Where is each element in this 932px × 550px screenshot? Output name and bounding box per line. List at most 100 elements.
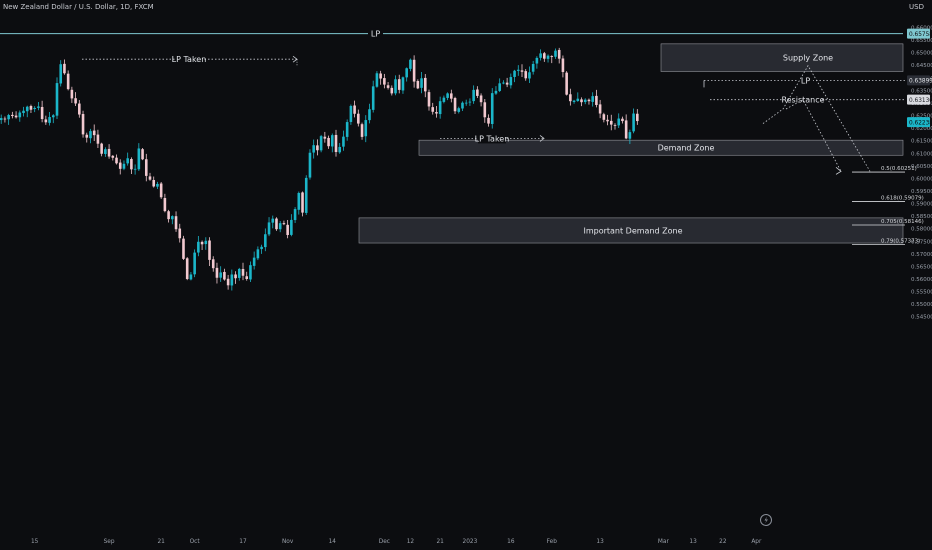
candle <box>208 237 211 266</box>
candle-body <box>502 82 505 84</box>
candle <box>531 60 535 75</box>
time-tick-label: Feb <box>547 539 558 545</box>
candle <box>357 109 360 127</box>
candle <box>330 133 334 153</box>
candle-body <box>48 117 51 123</box>
candle <box>624 114 628 140</box>
candle <box>185 257 189 281</box>
candle <box>379 70 382 85</box>
candle <box>171 215 174 225</box>
candle <box>621 116 624 124</box>
time-tick-label: Nov <box>282 539 294 545</box>
candle <box>11 111 14 119</box>
candle <box>85 132 89 143</box>
candle-body <box>104 149 107 154</box>
candle-body <box>412 59 416 82</box>
candle <box>96 129 100 148</box>
candle-body <box>316 145 319 151</box>
candle-body <box>25 106 29 112</box>
time-tick-label: Oct <box>190 539 201 545</box>
candle <box>632 108 635 134</box>
candle <box>301 191 304 217</box>
candle <box>282 220 286 226</box>
candle <box>241 262 245 281</box>
candle-body <box>602 114 606 120</box>
candle <box>70 86 74 103</box>
candle-body <box>632 113 635 132</box>
fib-level-label: 0.705(0.58146) <box>881 219 924 225</box>
candle <box>37 101 40 111</box>
candle-body <box>520 70 524 72</box>
candle-body <box>368 109 371 121</box>
candle-body <box>100 143 103 154</box>
candle-body <box>55 83 59 116</box>
candle <box>453 96 457 114</box>
candle-body <box>628 132 632 139</box>
time-tick-label: Apr <box>751 539 762 545</box>
candle <box>409 58 412 72</box>
price-tick-label: 0.61000 <box>911 151 932 157</box>
candle-body <box>148 176 152 180</box>
candle-body <box>535 57 539 64</box>
candle <box>293 207 297 223</box>
candle-body <box>178 228 182 239</box>
candle-body <box>345 122 349 137</box>
price-tick-label: 0.57500 <box>911 239 932 245</box>
price-tick-label: 0.55000 <box>911 302 932 308</box>
candle <box>386 81 390 90</box>
replay-icon[interactable] <box>760 514 772 526</box>
resistance-label-bg <box>784 94 822 105</box>
price-badge-bg <box>907 75 930 86</box>
candle <box>513 69 516 83</box>
candle-body <box>63 63 66 74</box>
candle-body <box>531 63 535 72</box>
candle <box>412 55 416 88</box>
time-tick-label: 14 <box>329 539 337 545</box>
candle <box>245 271 249 281</box>
candle-body <box>423 77 427 92</box>
candle-body <box>394 79 397 94</box>
candle-body <box>334 134 338 152</box>
time-tick-label: 17 <box>239 539 247 545</box>
candle-body <box>78 103 81 115</box>
candle <box>334 129 338 157</box>
candle <box>18 110 22 122</box>
candle-body <box>442 97 446 102</box>
candle-body <box>435 112 438 114</box>
lp-taken-label-bg-2 <box>478 133 506 144</box>
candle-body <box>450 93 453 99</box>
candle <box>7 113 10 125</box>
price-badge-value: 0.63130 <box>909 98 932 104</box>
candle <box>349 104 353 125</box>
time-tick-label: Mar <box>658 539 670 545</box>
candle <box>472 85 475 104</box>
time-tick-label: 16 <box>507 539 515 545</box>
candle-body <box>487 117 490 124</box>
candle-body <box>70 89 74 99</box>
price-badge: 0.65758 <box>907 28 932 39</box>
candle-body <box>92 130 96 136</box>
price-tick-label: 0.62000 <box>911 126 932 132</box>
candle-body <box>636 113 639 122</box>
candle <box>397 74 401 94</box>
candle-body <box>371 86 375 110</box>
candle-body <box>264 234 267 248</box>
candle <box>81 110 85 138</box>
candle <box>543 51 546 62</box>
price-tick-label: 0.59000 <box>911 202 932 208</box>
candle-body <box>438 101 442 115</box>
candle <box>423 74 427 98</box>
candle <box>602 112 606 123</box>
candle <box>405 67 408 82</box>
candle-body <box>327 137 330 147</box>
candle <box>468 98 472 106</box>
candle-body <box>293 209 297 221</box>
candle <box>364 115 368 143</box>
candle <box>126 152 129 166</box>
candle-body <box>33 107 36 110</box>
candle <box>264 228 267 252</box>
candle <box>561 55 565 78</box>
price-tick-label: 0.63500 <box>911 88 932 94</box>
price-tick-label: 0.54500 <box>911 315 932 321</box>
